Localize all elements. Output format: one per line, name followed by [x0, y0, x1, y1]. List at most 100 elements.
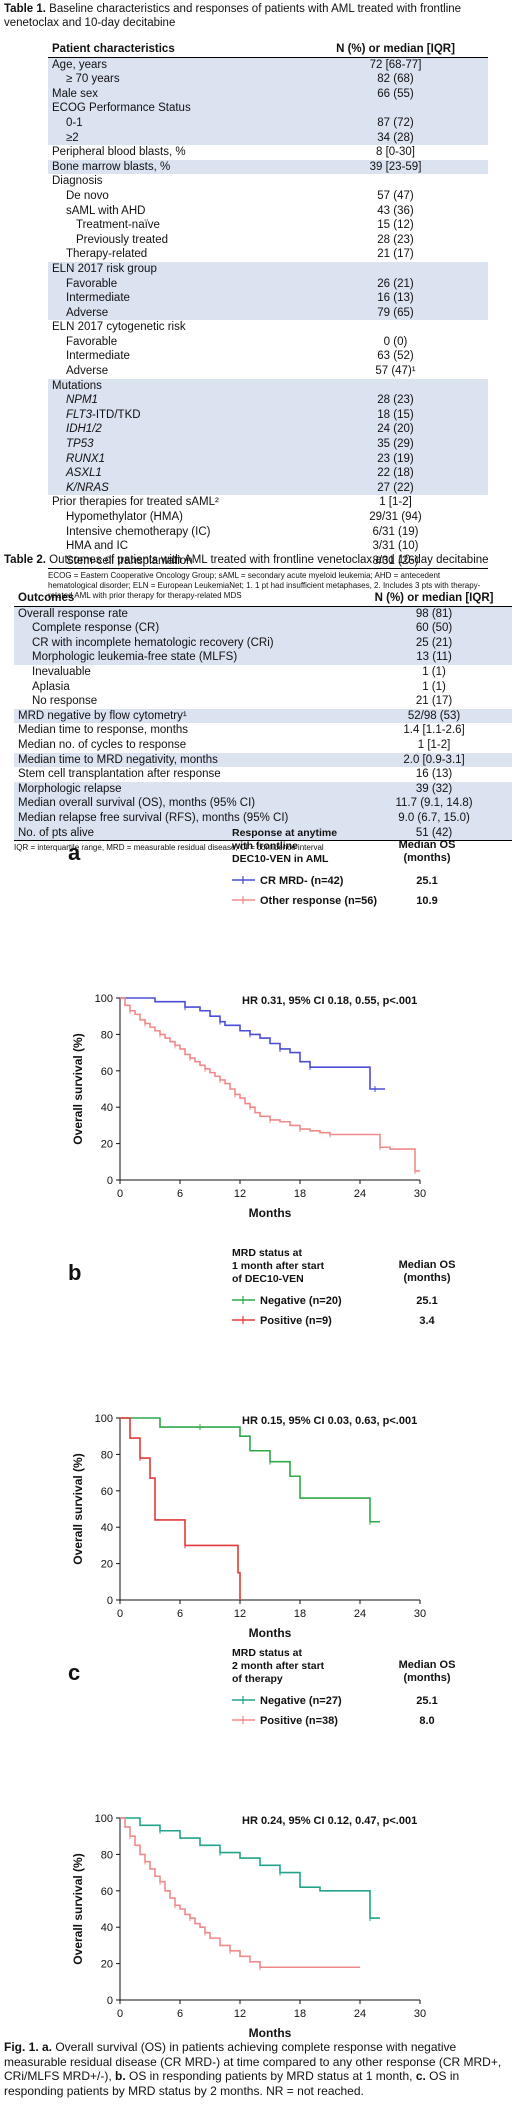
row-value: 3/31 (10) — [372, 540, 419, 553]
row-value: 26 (21) — [302, 276, 488, 292]
row-label: Morphologic relapse — [14, 781, 357, 797]
legend-median: 8.0 — [419, 1715, 434, 1727]
row-label: Adverse — [48, 305, 303, 321]
row-value: 1 (1) — [422, 665, 446, 678]
y-tick-label: 0 — [107, 1995, 113, 2007]
x-axis-label: Months — [249, 1206, 292, 1220]
row-value: 35 (29) — [302, 437, 488, 452]
table-row: Stem cell transplantation after response… — [14, 767, 512, 782]
legend-entry: CR MRD- (n=42) — [260, 875, 344, 887]
table-row: Adverse 57 (47)¹ — [48, 364, 488, 379]
row-value: 43 (36) — [377, 204, 414, 217]
km-curve — [120, 1817, 360, 1969]
row-value: 72 [68-77] — [302, 57, 488, 73]
legend-title: 2 month after start — [232, 1660, 325, 1672]
table-row: Previously treated 28 (23) — [48, 233, 488, 248]
row-value: 24 (20) — [302, 422, 488, 438]
x-tick-label: 24 — [354, 1608, 366, 1620]
row-label: Prior therapies for treated sAML² — [52, 496, 219, 509]
table-row: Intermediate 16 (13) — [48, 291, 488, 306]
header-label: Patient characteristics — [48, 42, 303, 58]
km-curve — [120, 1417, 241, 1600]
table-row: Male sex 66 (55) — [48, 86, 488, 102]
table-row: Complete response (CR) 60 (50) — [14, 621, 512, 636]
legend-title: DEC10-VEN in AML — [232, 853, 329, 865]
row-label: Overall response rate — [14, 606, 357, 622]
row-label: Mutations — [48, 378, 303, 394]
row-value: 21 (17) — [377, 248, 414, 261]
row-value — [302, 378, 488, 394]
legend-entry: Negative (n=27) — [260, 1695, 342, 1707]
row-value: 23 (19) — [302, 451, 488, 467]
table-row: MRD negative by flow cytometry¹ 52/98 (53… — [14, 708, 512, 724]
y-tick-label: 60 — [101, 1486, 113, 1498]
legend-title: MRD status at — [232, 1647, 303, 1659]
figure-caption: Fig. 1. a. Overall survival (OS) in pati… — [4, 2040, 502, 2098]
row-label: Stem-cell transplantation — [48, 553, 303, 570]
table-row: IDH1/2 24 (20) — [48, 422, 488, 438]
legend-median: 10.9 — [416, 895, 437, 907]
table-row: Intermediate 63 (52) — [48, 349, 488, 364]
legend-median: 3.4 — [419, 1315, 435, 1327]
table-row: Favorable 0 (0) — [48, 335, 488, 350]
legend-title: of DEC10-VEN — [232, 1273, 304, 1285]
legend-title: of therapy — [232, 1673, 283, 1685]
row-label: Adverse — [66, 365, 109, 378]
row-value: 60 (50) — [356, 621, 512, 636]
legend-value-header: Median OS — [399, 1259, 456, 1271]
table-row: Median no. of cycles to response 1 [1-2] — [14, 738, 512, 753]
row-label: Median overall survival (OS), months (95… — [14, 796, 357, 811]
row-value: 8 [0-30] — [375, 146, 415, 159]
x-tick-label: 24 — [354, 2008, 366, 2020]
y-tick-label: 0 — [107, 1595, 113, 1607]
legend-entry: Other response (n=56) — [260, 895, 377, 907]
x-tick-label: 18 — [294, 1188, 306, 1200]
y-tick-label: 40 — [101, 1102, 113, 1114]
row-value: 98 (81) — [356, 606, 512, 622]
row-value: 11.7 (9.1, 14.8) — [356, 796, 512, 811]
km-curve — [120, 997, 385, 1090]
legend-entry: Positive (n=9) — [260, 1315, 332, 1327]
row-label: Peripheral blood blasts, % — [52, 146, 186, 159]
y-tick-label: 0 — [107, 1175, 113, 1187]
legend-title: MRD status at — [232, 1247, 303, 1259]
x-tick-label: 30 — [414, 1608, 426, 1620]
table-row: NPM1 28 (23) — [48, 393, 488, 408]
table-row: Bone marrow blasts, % 39 [23-59] — [48, 159, 488, 175]
header-value: N (%) or median [IQR] — [356, 591, 512, 607]
table-row: ≥2 34 (28) — [48, 130, 488, 146]
x-tick-label: 12 — [234, 1188, 246, 1200]
row-value: 39 (32) — [356, 781, 512, 797]
row-label: No. of pts alive — [14, 825, 357, 842]
row-value: 9.0 (6.7, 15.0) — [356, 810, 512, 826]
x-tick-label: 18 — [294, 2008, 306, 2020]
row-value — [302, 101, 488, 116]
row-value: 27 (22) — [302, 480, 488, 496]
row-value: 87 (72) — [302, 115, 488, 131]
row-label: TP53 — [48, 437, 303, 452]
y-tick-label: 100 — [95, 1813, 113, 1825]
row-value: 8/31 (26) — [302, 553, 488, 570]
row-value: 25 (21) — [356, 635, 512, 651]
km-curve — [120, 1417, 380, 1523]
km-curve — [120, 1817, 380, 1919]
row-value: 16 (13) — [302, 291, 488, 306]
legend-value-header: Median OS — [399, 839, 456, 851]
panel-label: a — [68, 840, 81, 865]
legend-title: with frontline — [231, 840, 298, 852]
x-tick-label: 24 — [354, 1188, 366, 1200]
table2: Outcomes N (%) or median [IQR] Overall res… — [14, 591, 512, 842]
y-tick-label: 60 — [101, 1886, 113, 1898]
row-value: 28 (23) — [302, 393, 488, 408]
table-row: Overall response rate 98 (81) — [14, 606, 512, 622]
row-label: Therapy-related — [66, 248, 148, 261]
table-row: Median relapse free survival (RFS), mont… — [14, 810, 512, 826]
row-label: IDH1/2 — [48, 422, 303, 438]
row-label: Aplasia — [32, 680, 70, 693]
table2-footnote: IQR = interquartile range, MRD = measura… — [14, 843, 324, 852]
legend-entry: Negative (n=20) — [260, 1295, 342, 1307]
y-tick-label: 80 — [101, 1849, 113, 1861]
y-tick-label: 40 — [101, 1922, 113, 1934]
